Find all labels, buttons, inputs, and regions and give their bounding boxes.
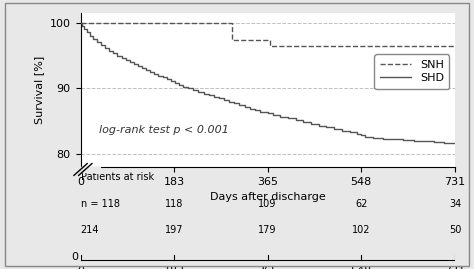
Text: 50: 50: [449, 225, 461, 235]
SNH: [264, 38, 270, 41]
SNH: [358, 44, 364, 48]
Text: 179: 179: [258, 225, 277, 235]
Text: log-rank test p < 0.001: log-rank test p < 0.001: [99, 125, 228, 135]
Text: 214: 214: [81, 225, 99, 235]
SNH: [229, 38, 235, 41]
X-axis label: Days after discharge: Days after discharge: [210, 192, 326, 202]
SHD: [410, 139, 416, 142]
SNH: [267, 44, 273, 48]
Text: Patients at risk: Patients at risk: [81, 172, 154, 182]
SHD: [78, 22, 83, 25]
Line: SNH: SNH: [81, 23, 455, 46]
Line: SHD: SHD: [81, 23, 455, 143]
SHD: [180, 85, 186, 88]
SHD: [452, 142, 458, 145]
SHD: [131, 63, 137, 66]
Y-axis label: Survival [%]: Survival [%]: [34, 56, 44, 124]
Text: 34: 34: [449, 199, 461, 208]
Text: 0: 0: [77, 266, 84, 269]
Text: 731: 731: [445, 266, 465, 269]
Text: 183: 183: [164, 266, 185, 269]
SHD: [196, 90, 201, 93]
Text: 548: 548: [351, 266, 372, 269]
Text: 0: 0: [72, 252, 79, 262]
Text: 102: 102: [352, 225, 371, 235]
Text: 109: 109: [258, 199, 277, 208]
Text: 197: 197: [165, 225, 183, 235]
SHD: [110, 52, 116, 55]
SNH: [452, 44, 458, 48]
SHD: [316, 124, 322, 127]
SNH: [226, 22, 232, 25]
Legend: SNH, SHD: SNH, SHD: [374, 55, 449, 89]
Text: 118: 118: [165, 199, 183, 208]
Text: 365: 365: [257, 266, 278, 269]
Text: 62: 62: [355, 199, 367, 208]
SNH: [78, 22, 83, 25]
Text: n = 118: n = 118: [81, 199, 119, 208]
